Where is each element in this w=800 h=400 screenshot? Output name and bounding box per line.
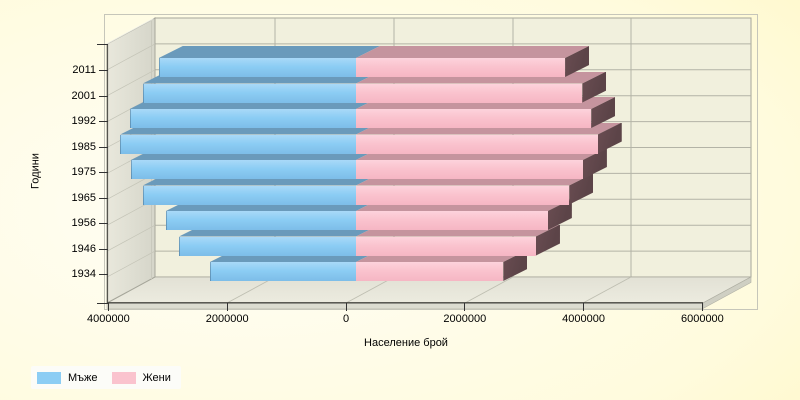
y-tick-label-2011: 2011 (72, 64, 96, 76)
bar-women-2001-front (356, 83, 583, 103)
y-tick-mark (99, 248, 108, 250)
x-tick-mark (107, 303, 109, 311)
legend-item-women: Жени (111, 371, 171, 384)
legend: Мъже Жени (31, 366, 181, 389)
bar-women-1975-front (356, 160, 583, 179)
x-tick-label-5: 6000000 (680, 313, 724, 325)
y-tick-mark (99, 95, 108, 97)
y-axis-end-tick (97, 44, 108, 45)
x-tick-mark (464, 303, 466, 311)
y-tick-mark (99, 172, 108, 173)
legend-label-men: Мъже (68, 371, 98, 384)
y-tick-mark (99, 70, 108, 71)
y-tick-mark (99, 197, 108, 199)
x-tick-mark (226, 303, 228, 311)
bar-women-1965-front (356, 185, 570, 205)
x-tick-mark (345, 303, 347, 311)
bar-women-2011-top (356, 46, 589, 58)
x-tick-label-2: 0 (342, 313, 350, 325)
legend-item-men: Мъже (37, 371, 98, 384)
x-tick-label-4: 4000000 (562, 313, 605, 325)
x-tick-mark (583, 303, 585, 311)
y-tick-label-1956: 1956 (71, 217, 96, 229)
bar-men-1934-front (209, 262, 357, 281)
y-tick-label-1992: 1992 (71, 115, 96, 127)
y-tick-label-1946: 1946 (71, 242, 96, 255)
bar-men-2011-front (158, 58, 357, 77)
y-tick-mark (99, 146, 108, 148)
x-tick-mark (701, 303, 703, 311)
legend-swatch-women-icon (111, 371, 136, 384)
x-tick-label-0: 4000000 (86, 313, 130, 325)
legend-swatch-men-icon (37, 371, 61, 384)
y-tick-mark (99, 274, 108, 275)
y-tick-mark (99, 121, 108, 122)
bar-women-1992-front (356, 109, 592, 128)
x-axis-title: Население брой (364, 337, 448, 349)
bar-men-2011-top (159, 46, 380, 58)
bar-women-1934-front (356, 262, 504, 281)
y-tick-label-1934: 1934 (71, 268, 96, 280)
bar-men-2001-front (142, 83, 357, 103)
y-tick-label-1965: 1965 (71, 191, 96, 204)
bar-women-1946-front (356, 236, 536, 256)
y-tick-label-1985: 1985 (71, 140, 96, 153)
x-tick-label-3: 2000000 (443, 313, 487, 325)
x-tick-label-1: 2000000 (205, 313, 249, 325)
bar-men-1975-front (130, 160, 357, 179)
bar-men-1965-front (142, 185, 357, 205)
y-tick-label-2001: 2001 (71, 89, 96, 102)
y-tick-label-1975: 1975 (71, 166, 96, 178)
bar-women-1956-front (356, 211, 548, 230)
bar-men-1956-front (165, 211, 357, 230)
y-axis-end-tick (97, 302, 108, 304)
bar-women-1985-front (356, 134, 598, 154)
y-tick-mark (99, 223, 108, 224)
bar-men-1985-front (120, 134, 357, 154)
bar-women-2011-front (356, 58, 566, 77)
bar-men-1992-front (129, 109, 357, 128)
y-axis-title: Години (29, 153, 42, 189)
bar-men-1946-front (178, 236, 357, 256)
legend-label-women: Жени (142, 371, 171, 384)
